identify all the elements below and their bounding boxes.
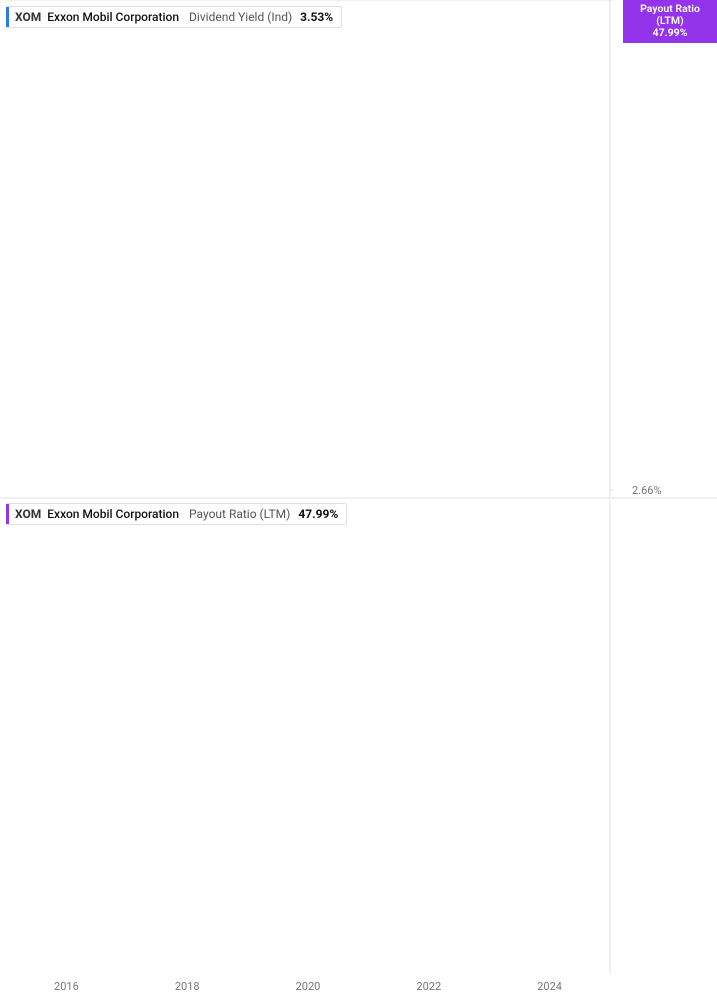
bottom-ticker: XOM (15, 507, 41, 521)
top-company: Exxon Mobil Corporation (47, 10, 179, 24)
top-chart-header: XOM Exxon Mobil Corporation Dividend Yie… (6, 6, 342, 28)
bottom-flag-title: Payout Ratio (LTM) (629, 3, 711, 27)
chart-container: XOM Exxon Mobil Corporation Dividend Yie… (0, 0, 717, 1005)
bottom-flag-value: 47.99% (629, 27, 711, 39)
svg-text:2022: 2022 (416, 980, 441, 993)
top-ticker: XOM (15, 10, 41, 24)
svg-text:2020: 2020 (296, 980, 321, 993)
bottom-company: Exxon Mobil Corporation (47, 507, 179, 521)
svg-text:2018: 2018 (175, 980, 200, 993)
bottom-metric-name: Payout Ratio (LTM) (189, 507, 290, 521)
bottom-series-chip (6, 504, 9, 524)
svg-text:2.66%: 2.66% (632, 484, 662, 497)
svg-text:2016: 2016 (54, 980, 79, 993)
bottom-chart-header: XOM Exxon Mobil Corporation Payout Ratio… (6, 503, 347, 525)
svg-text:2024: 2024 (537, 980, 562, 993)
top-series-chip (6, 7, 9, 27)
bottom-value-flag: Payout Ratio (LTM) 47.99% (623, 0, 717, 43)
bottom-metric-value: 47.99% (298, 507, 338, 521)
top-metric-name: Dividend Yield (Ind) (189, 10, 292, 24)
top-metric-value: 3.53% (300, 10, 333, 24)
